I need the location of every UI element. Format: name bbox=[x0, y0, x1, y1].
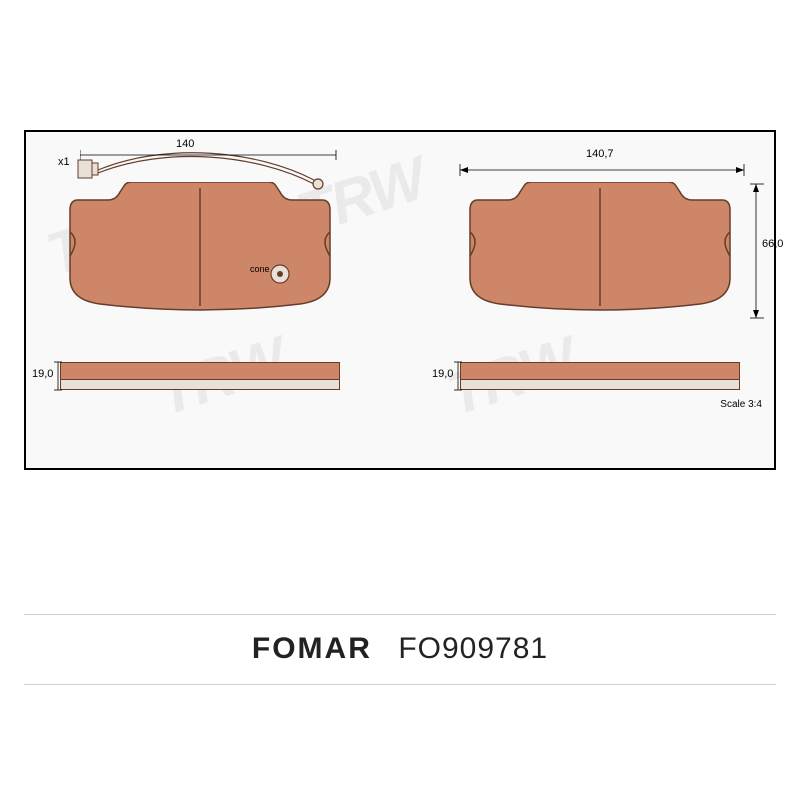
brake-pad-left-side bbox=[60, 362, 340, 390]
sensor-count-label: x1 bbox=[58, 156, 70, 168]
backing-plate bbox=[461, 379, 739, 389]
brake-pad-right-side bbox=[460, 362, 740, 390]
canvas: TRW TRW TRW TRW TRW cone bbox=[0, 0, 800, 800]
part-number: FO909781 bbox=[398, 632, 548, 666]
height-label: 66,0 bbox=[762, 238, 783, 250]
brand-label: FOMAR bbox=[252, 632, 372, 666]
footer-rule bbox=[24, 684, 776, 685]
footer-rule bbox=[24, 614, 776, 615]
dimension-height-icon bbox=[744, 176, 768, 326]
dimension-bracket-icon bbox=[448, 356, 478, 396]
brake-pad-right-face bbox=[460, 182, 740, 312]
sensor-wire-icon bbox=[26, 132, 386, 212]
dimension-bracket-icon bbox=[48, 356, 78, 396]
width-label: 140,7 bbox=[586, 148, 614, 160]
scale-label: Scale 3:4 bbox=[720, 399, 762, 410]
dimension-line-icon bbox=[80, 148, 340, 162]
footer: FOMAR FO909781 bbox=[0, 632, 800, 666]
brake-pad-shape-icon bbox=[460, 182, 740, 312]
diagram-frame: TRW TRW TRW TRW TRW cone bbox=[24, 130, 776, 470]
backing-plate bbox=[61, 379, 339, 389]
cone-label: cone bbox=[250, 264, 270, 274]
